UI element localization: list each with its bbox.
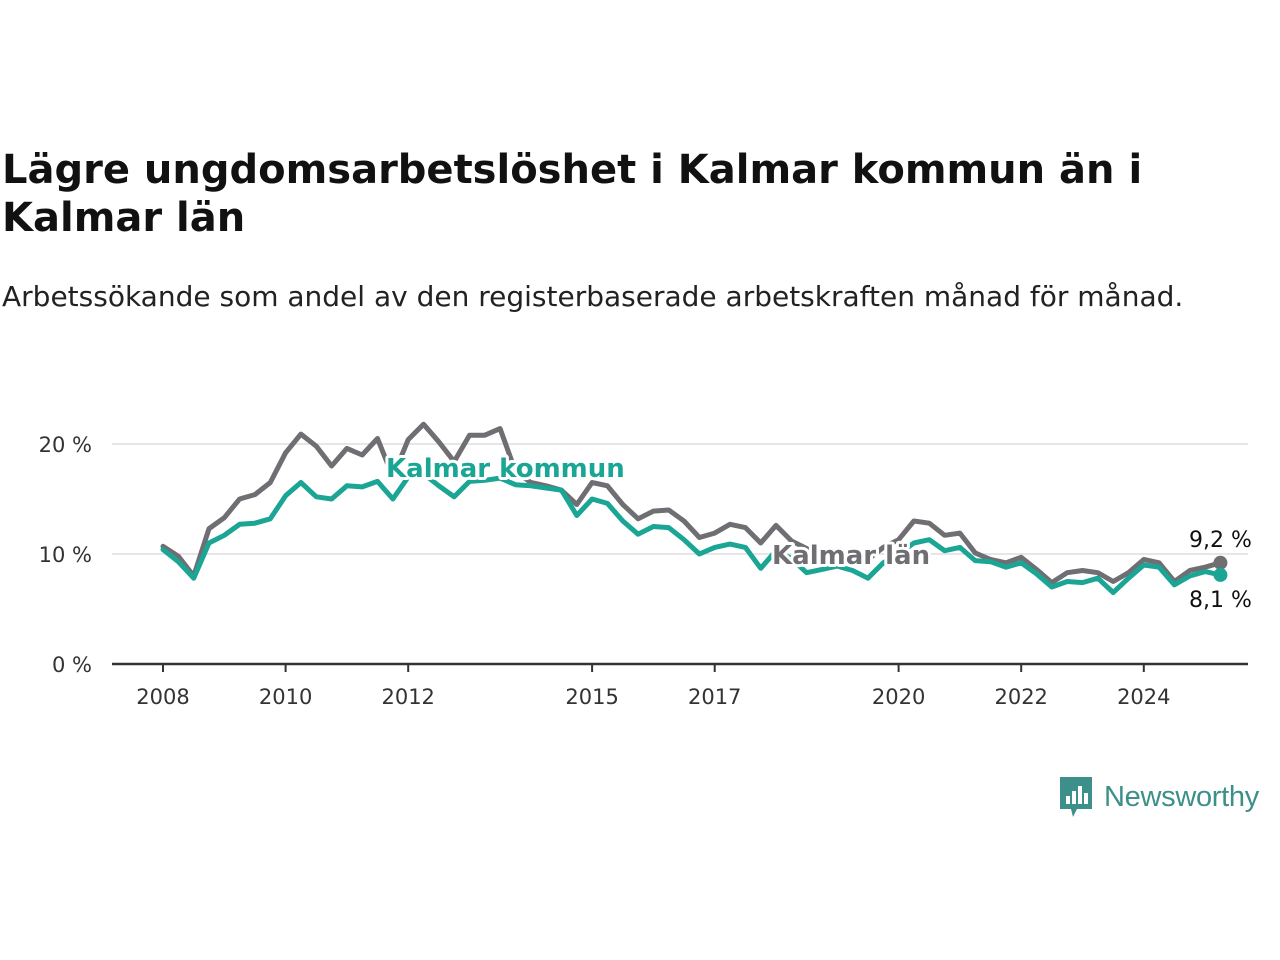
x-tick-label: 2022 [994,685,1047,709]
chart-subtitle: Arbetssökande som andel av den registerb… [2,280,1184,313]
y-tick-label: 0 % [52,653,92,677]
x-tick-label: 2024 [1117,685,1170,709]
end-label-kalmar-kommun: 8,1 % [1189,588,1252,613]
newsworthy-logo-icon [1060,777,1092,817]
x-tick-label: 2015 [565,685,618,709]
series-line-kalmar-l-n [160,421,1223,586]
brand-name: Newsworthy [1104,780,1259,813]
series-label-kalmar-lan: Kalmar län [772,541,930,571]
series-end-point-kalmar-kommun [1213,567,1228,582]
y-tick-label: 10 % [39,543,92,567]
x-tick-label: 2020 [872,685,925,709]
brand-logo: Newsworthy [1058,773,1259,821]
series-line-kalmar-kommun [160,471,1223,595]
line-chart: 0 % 10 % 20 % 2008 2010 2012 2015 2017 2020 2022 2… [39,421,1252,709]
x-tick-label: 2010 [259,685,312,709]
x-tick-label: 2008 [136,685,189,709]
end-label-kalmar-lan: 9,2 % [1189,528,1252,553]
x-tick-label: 2017 [688,685,741,709]
series-end-point-kalmar-l-n [1213,555,1228,570]
chart-title: Lägre ungdomsarbetslöshet i Kalmar kommu… [2,147,1143,241]
series-label-kalmar-kommun: Kalmar kommun [386,454,625,484]
x-tick-label: 2012 [381,685,434,709]
y-tick-label: 20 % [39,433,92,457]
